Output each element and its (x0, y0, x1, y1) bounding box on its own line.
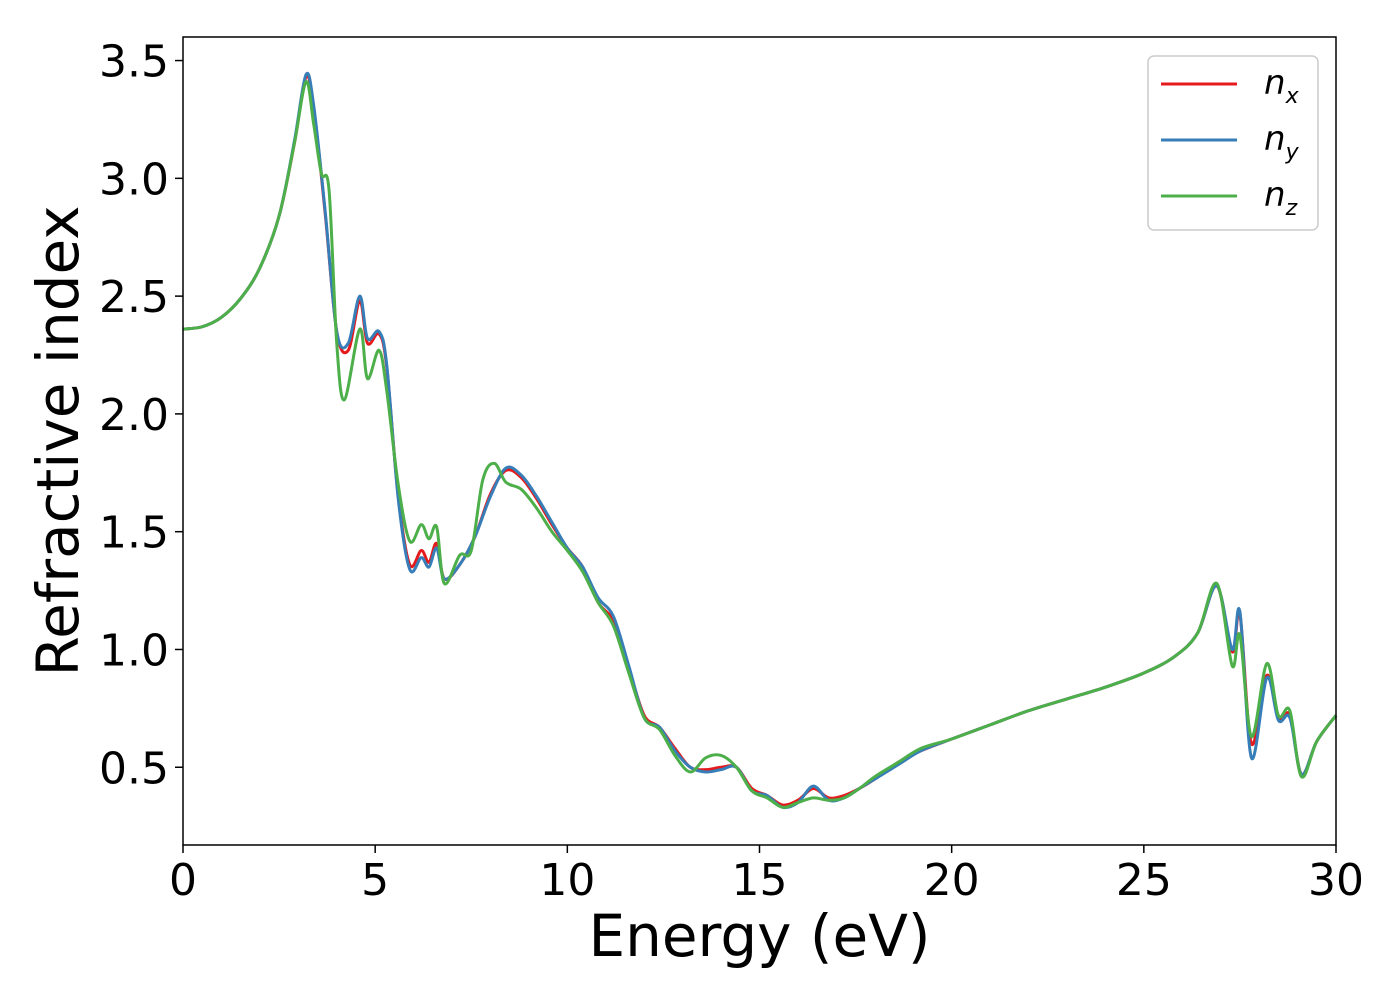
y-tick-label: 2.5 (99, 272, 169, 323)
legend-entries: nx ny nz (1161, 63, 1300, 221)
x-axis-label: Energy (eV) (588, 902, 930, 970)
x-tick-label: 25 (1116, 855, 1172, 906)
y-axis-label: Refractive index (24, 205, 92, 676)
x-axis-ticks: 0 5 10 15 20 25 30 (169, 845, 1364, 906)
series-line-z (182, 80, 1338, 809)
series-layer (182, 71, 1338, 810)
x-tick-label: 5 (361, 855, 389, 906)
y-tick-label: 1.0 (99, 625, 169, 676)
x-tick-label: 20 (924, 855, 980, 906)
y-tick-label: 3.0 (99, 154, 169, 205)
x-tick-label: 0 (169, 855, 197, 906)
y-tick-label: 0.5 (99, 743, 169, 794)
legend-label-z: nz (1264, 175, 1298, 221)
legend-label-y: ny (1264, 119, 1300, 165)
legend-label-x: nx (1264, 63, 1300, 109)
x-tick-label: 10 (539, 855, 595, 906)
legend-frame (1147, 55, 1319, 231)
x-tick-label: 15 (732, 855, 788, 906)
y-tick-label: 3.5 (99, 37, 169, 88)
x-tick-label: 30 (1308, 855, 1364, 906)
y-tick-label: 1.5 (99, 508, 169, 559)
y-tick-label: 2.0 (99, 390, 169, 441)
legend: nx ny nz (1147, 55, 1319, 231)
y-axis-ticks: 0.5 1.0 1.5 2.0 2.5 3.0 3.5 (99, 37, 183, 794)
